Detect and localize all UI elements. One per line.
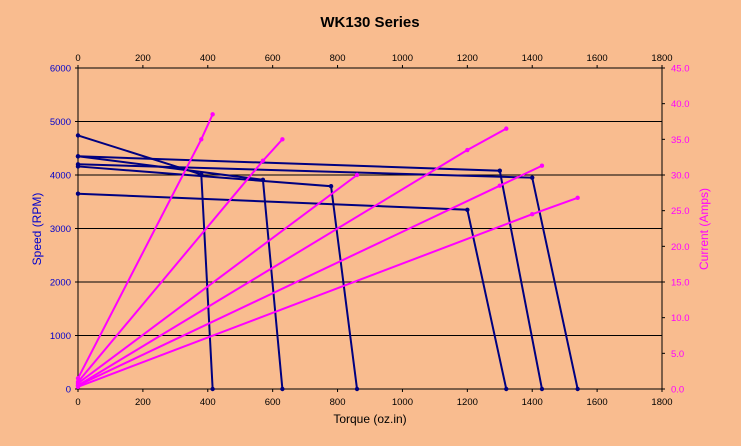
right-axis-label: Current (Amps) — [697, 188, 711, 270]
speed-point — [504, 386, 509, 392]
speed-point — [75, 162, 81, 167]
y-right-tick-label: 20.0 — [671, 242, 690, 253]
current-point — [530, 212, 535, 217]
speed-point — [575, 386, 580, 392]
y-left-tick-label: 0 — [66, 385, 71, 396]
y-right-tick-label: 35.0 — [671, 135, 690, 146]
current-point — [575, 195, 580, 201]
speed-point — [75, 133, 81, 138]
current-point — [260, 158, 266, 163]
x-tick-label: 400 — [200, 397, 216, 408]
x-tick-label: 1400 — [522, 397, 543, 408]
x-tick-label: 800 — [330, 397, 346, 408]
y-left-tick-label: 1000 — [50, 331, 71, 342]
x-top-tick-label: 800 — [330, 53, 346, 64]
x-tick-label: 1000 — [392, 397, 413, 408]
y-left-tick-label: 2000 — [50, 278, 71, 289]
y-right-tick-label: 25.0 — [671, 206, 690, 217]
x-tick-label: 1600 — [587, 397, 608, 408]
x-top-tick-label: 200 — [135, 53, 151, 64]
current-point — [199, 137, 204, 142]
speed-point — [539, 386, 545, 392]
current-point — [465, 147, 470, 153]
y-left-tick-label: 6000 — [50, 64, 71, 75]
current-point — [504, 126, 509, 131]
current-point — [280, 137, 285, 142]
y-right-tick-label: 30.0 — [671, 171, 690, 182]
y-left-tick-label: 5000 — [50, 117, 71, 128]
speed-point — [530, 175, 535, 180]
x-top-tick-label: 1200 — [457, 53, 478, 64]
x-tick-label: 600 — [265, 397, 281, 408]
speed-point — [497, 168, 502, 173]
left-axis-label: Speed (RPM) — [30, 193, 44, 266]
y-right-tick-label: 0.0 — [671, 385, 684, 396]
x-tick-label: 1200 — [457, 397, 478, 408]
current-point — [75, 384, 81, 390]
current-point — [210, 112, 215, 117]
tick-labels: 0020020040040060060080080010001000120012… — [50, 53, 690, 408]
x-top-tick-label: 1600 — [587, 53, 608, 64]
x-top-tick-label: 1400 — [522, 53, 543, 64]
speed-point — [75, 154, 81, 159]
current-point — [354, 172, 360, 178]
y-left-tick-label: 3000 — [50, 224, 71, 235]
x-top-tick-label: 0 — [75, 53, 80, 64]
y-left-tick-label: 4000 — [50, 171, 71, 182]
current-point — [539, 163, 545, 168]
speed-point — [75, 191, 81, 196]
x-axis-label: Torque (oz.in) — [333, 412, 406, 426]
axes — [75, 65, 665, 392]
y-right-tick-label: 40.0 — [671, 99, 690, 110]
x-tick-label: 200 — [135, 397, 151, 408]
y-right-tick-label: 5.0 — [671, 349, 684, 360]
x-top-tick-label: 400 — [200, 53, 216, 64]
speed-point — [465, 207, 470, 212]
speed-point — [280, 386, 285, 392]
speed-point — [328, 184, 334, 189]
speed-point — [210, 386, 215, 392]
x-top-tick-label: 1000 — [392, 53, 413, 64]
current-line — [77, 174, 358, 385]
y-right-tick-label: 10.0 — [671, 313, 690, 324]
series — [75, 112, 580, 392]
x-tick-label: 0 — [75, 397, 80, 408]
current-point — [497, 183, 502, 188]
chart-title: WK130 Series — [320, 14, 419, 31]
speed-point — [354, 386, 360, 392]
y-right-tick-label: 15.0 — [671, 278, 690, 289]
y-right-tick-label: 45.0 — [671, 64, 690, 75]
x-tick-label: 1800 — [651, 397, 672, 408]
x-top-tick-label: 600 — [265, 53, 281, 64]
x-top-tick-label: 1800 — [651, 53, 672, 64]
